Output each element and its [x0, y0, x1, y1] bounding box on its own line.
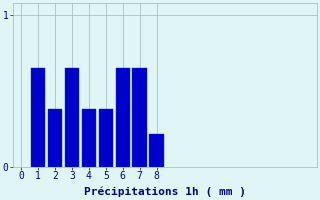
Bar	[31, 68, 45, 167]
Bar	[116, 68, 130, 167]
Bar	[48, 109, 62, 167]
Bar	[149, 134, 164, 167]
X-axis label: Précipitations 1h ( mm ): Précipitations 1h ( mm )	[84, 187, 246, 197]
Bar	[132, 68, 147, 167]
Bar	[99, 109, 113, 167]
Bar	[82, 109, 96, 167]
Bar	[65, 68, 79, 167]
